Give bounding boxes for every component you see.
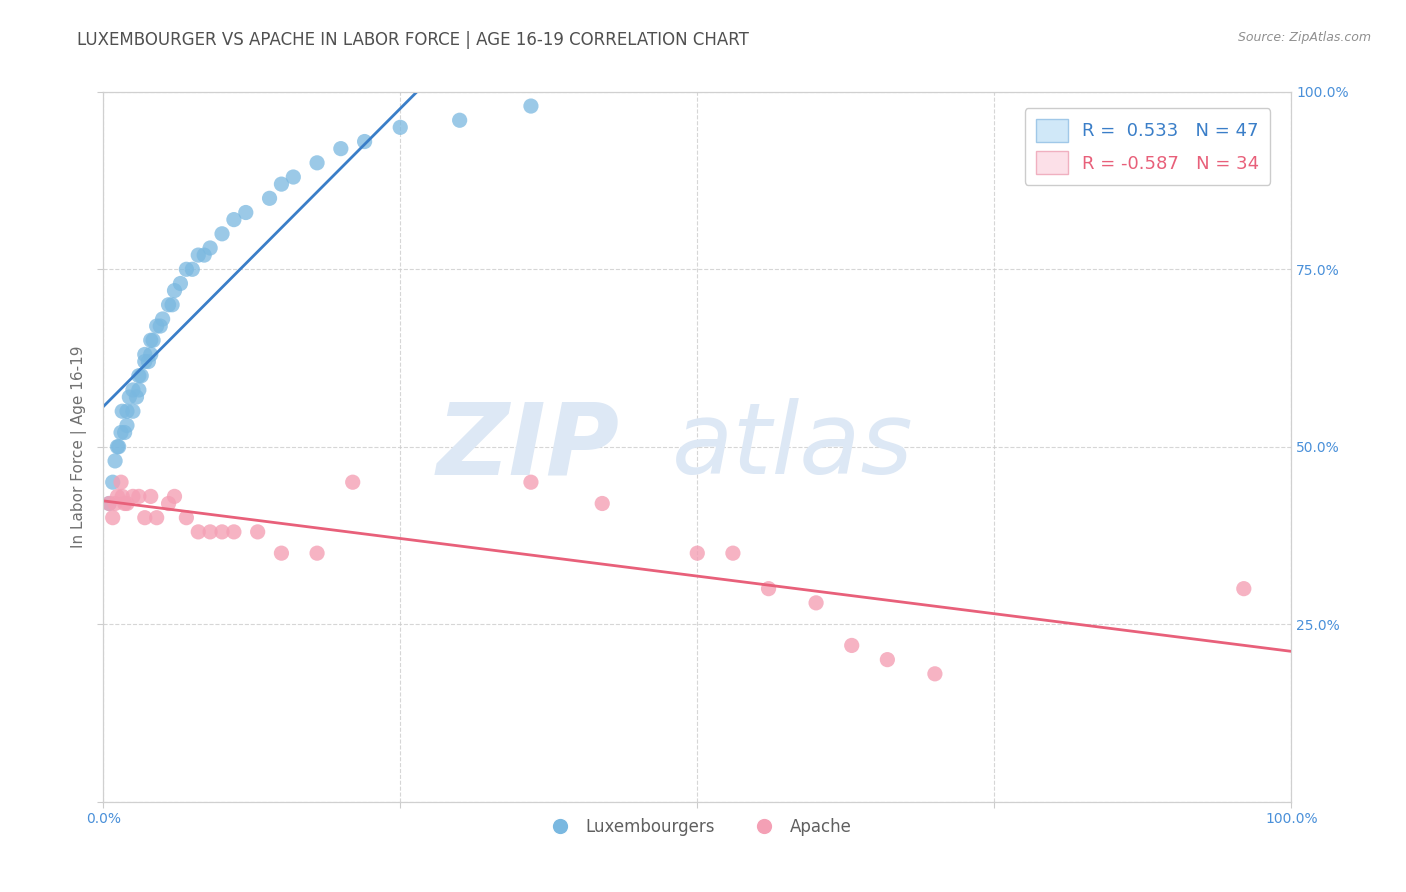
Point [307,546,329,560]
Point [122,404,145,418]
Point [129,368,152,383]
Point [721,546,744,560]
Text: atlas: atlas [672,398,912,495]
Text: ZIP: ZIP [437,398,620,495]
Point [111,489,134,503]
Point [149,319,172,334]
Point [520,475,543,490]
Point [139,333,162,347]
Point [342,475,364,490]
Point [118,390,141,404]
Point [111,404,134,418]
Point [98,496,121,510]
Legend: Luxembourgers, Apache: Luxembourgers, Apache [537,812,858,843]
Point [246,524,269,539]
Point [104,454,127,468]
Point [145,510,167,524]
Point [758,582,780,596]
Point [125,390,148,404]
Point [270,177,292,191]
Point [1233,582,1256,596]
Point [283,169,305,184]
Point [114,425,136,440]
Point [222,212,245,227]
Point [145,319,167,334]
Point [211,227,233,241]
Point [187,524,209,539]
Point [115,418,138,433]
Point [122,383,145,397]
Point [259,191,281,205]
Point [134,354,156,368]
Point [134,347,156,361]
Point [198,241,221,255]
Point [134,510,156,524]
Point [152,312,174,326]
Point [235,205,257,219]
Y-axis label: In Labor Force | Age 16-19: In Labor Force | Age 16-19 [72,345,87,548]
Point [211,524,233,539]
Point [222,524,245,539]
Point [115,496,138,510]
Text: LUXEMBOURGER VS APACHE IN LABOR FORCE | AGE 16-19 CORRELATION CHART: LUXEMBOURGER VS APACHE IN LABOR FORCE | … [77,31,749,49]
Point [138,354,160,368]
Point [160,298,183,312]
Point [104,496,127,510]
Point [115,404,138,418]
Point [804,596,827,610]
Point [169,277,191,291]
Point [107,440,129,454]
Text: Source: ZipAtlas.com: Source: ZipAtlas.com [1237,31,1371,45]
Point [686,546,709,560]
Point [353,135,375,149]
Point [841,639,863,653]
Point [307,156,329,170]
Point [591,496,613,510]
Point [98,496,121,510]
Point [122,489,145,503]
Point [139,347,162,361]
Point [163,284,186,298]
Point [924,666,946,681]
Point [110,425,132,440]
Point [101,475,124,490]
Point [107,489,129,503]
Point [114,496,136,510]
Point [198,524,221,539]
Point [193,248,215,262]
Point [181,262,204,277]
Point [187,248,209,262]
Point [110,475,132,490]
Point [128,489,150,503]
Point [876,652,898,666]
Point [176,510,198,524]
Point [128,383,150,397]
Point [520,99,543,113]
Point [157,496,180,510]
Point [163,489,186,503]
Point [270,546,292,560]
Point [449,113,471,128]
Point [176,262,198,277]
Point [128,368,150,383]
Point [329,142,352,156]
Point [107,440,129,454]
Point [389,120,412,135]
Point [157,298,180,312]
Point [139,489,162,503]
Point [142,333,165,347]
Point [101,510,124,524]
